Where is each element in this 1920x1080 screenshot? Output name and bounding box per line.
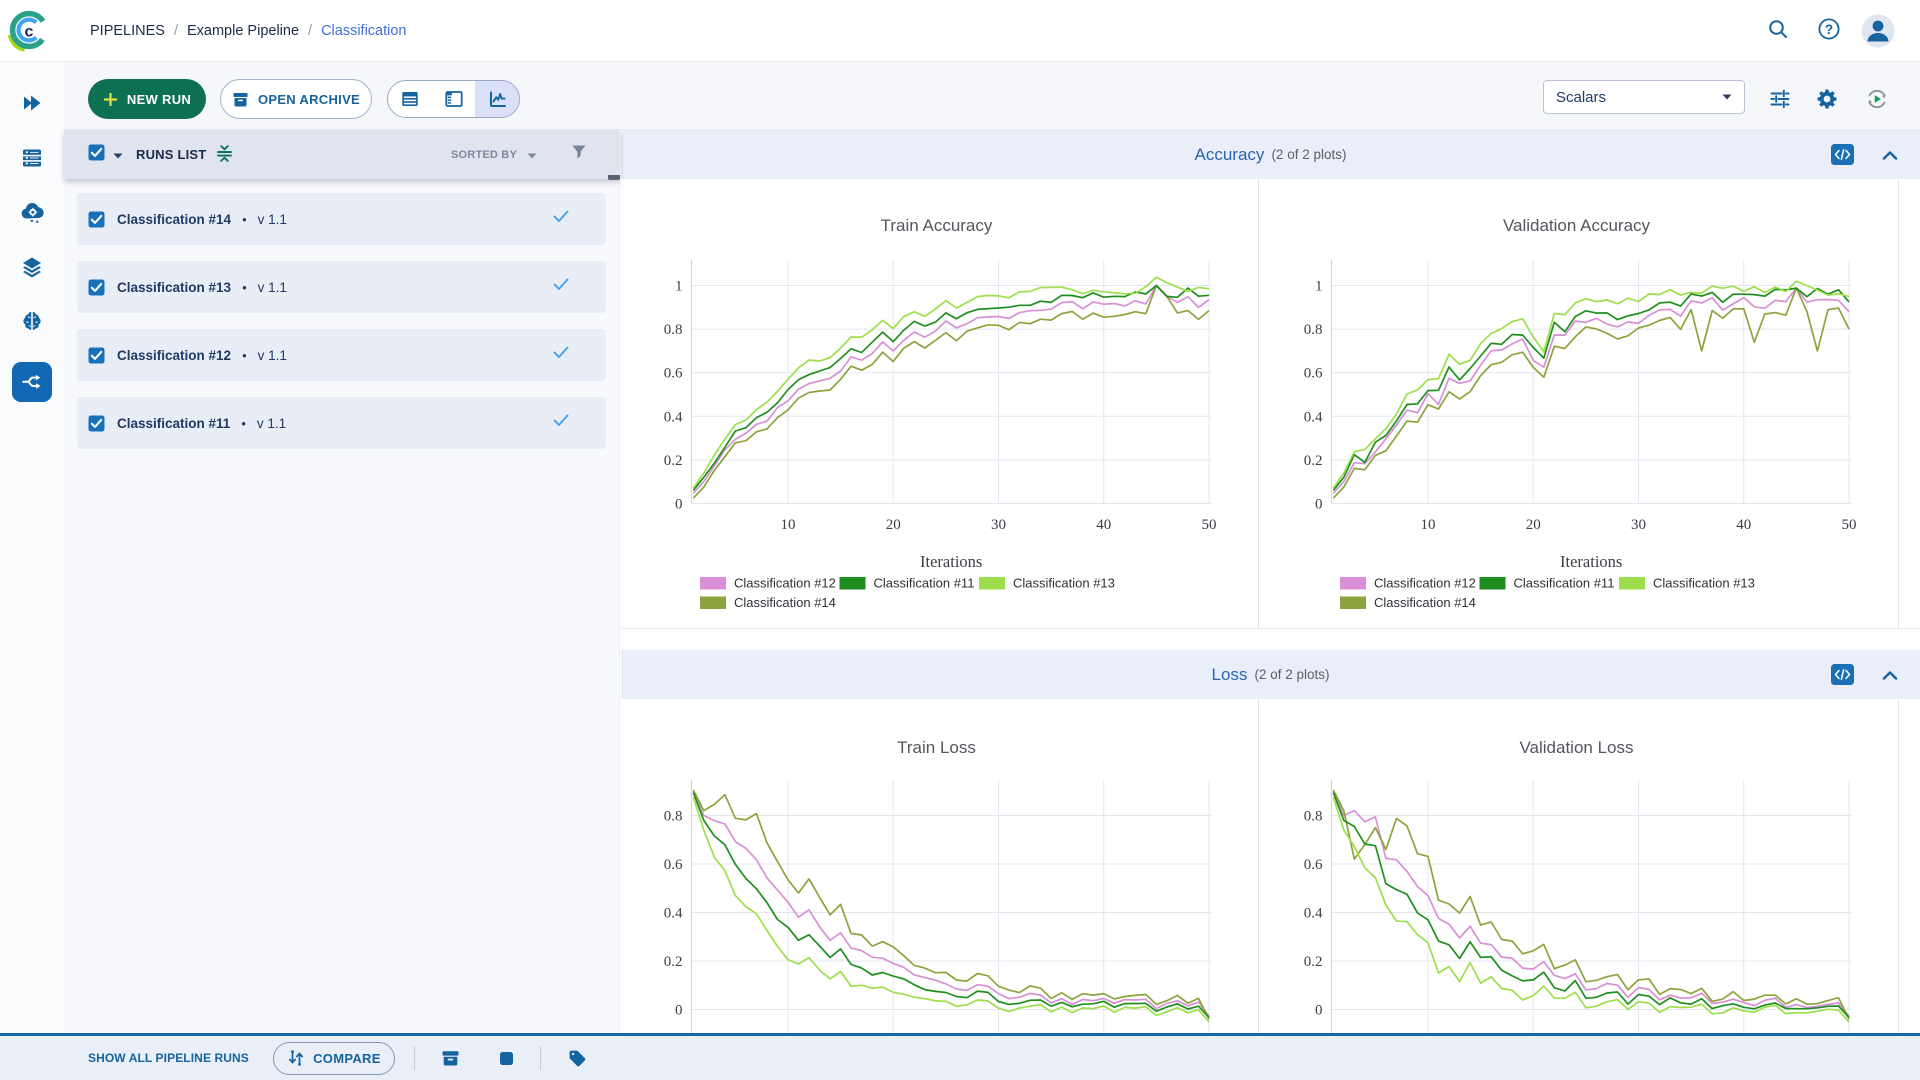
svg-text:0.6: 0.6 [1304, 857, 1323, 873]
svg-text:Validation Loss: Validation Loss [1519, 738, 1633, 757]
svg-text:Classification #12: Classification #12 [734, 576, 836, 591]
svg-text:Classification #13: Classification #13 [1653, 576, 1755, 591]
svg-text:Iterations: Iterations [1560, 552, 1622, 571]
svg-text:0.8: 0.8 [664, 322, 683, 338]
svg-text:0.4: 0.4 [664, 409, 683, 425]
svg-text:1: 1 [675, 279, 683, 295]
svg-text:0.2: 0.2 [1304, 954, 1323, 970]
svg-text:0.2: 0.2 [1304, 453, 1323, 469]
svg-text:0: 0 [675, 497, 683, 513]
svg-text:10: 10 [781, 517, 796, 533]
svg-text:Train Loss: Train Loss [897, 738, 976, 757]
svg-text:0.4: 0.4 [664, 906, 683, 922]
svg-text:0.6: 0.6 [664, 366, 683, 382]
svg-text:10: 10 [1421, 517, 1436, 533]
svg-text:50: 50 [1202, 517, 1217, 533]
svg-text:0.8: 0.8 [664, 809, 683, 825]
svg-text:Classification #12: Classification #12 [1374, 576, 1476, 591]
svg-text:0.6: 0.6 [1304, 366, 1323, 382]
svg-text:0.8: 0.8 [1304, 809, 1323, 825]
svg-text:Iterations: Iterations [920, 552, 982, 571]
svg-text:30: 30 [991, 517, 1006, 533]
svg-text:Train Accuracy: Train Accuracy [881, 216, 993, 235]
svg-text:0.4: 0.4 [1304, 906, 1323, 922]
svg-text:0.6: 0.6 [664, 857, 683, 873]
svg-text:0.2: 0.2 [664, 954, 683, 970]
svg-text:40: 40 [1096, 517, 1111, 533]
svg-text:1: 1 [1315, 279, 1323, 295]
svg-text:40: 40 [1736, 517, 1751, 533]
svg-text:20: 20 [1526, 517, 1541, 533]
svg-text:0: 0 [1315, 497, 1323, 513]
svg-text:c: c [25, 24, 34, 41]
svg-text:Classification #11: Classification #11 [874, 576, 975, 591]
svg-text:50: 50 [1842, 517, 1857, 533]
svg-text:0.2: 0.2 [664, 453, 683, 469]
svg-text:Validation Accuracy: Validation Accuracy [1503, 216, 1651, 235]
svg-text:30: 30 [1631, 517, 1646, 533]
svg-text:Classification #13: Classification #13 [1013, 576, 1115, 591]
svg-text:0.4: 0.4 [1304, 409, 1323, 425]
svg-text:0: 0 [675, 1003, 683, 1019]
svg-text:0: 0 [1315, 1003, 1323, 1019]
svg-text:Classification #14: Classification #14 [1374, 595, 1476, 610]
svg-text:0.8: 0.8 [1304, 322, 1323, 338]
svg-text:Classification #14: Classification #14 [734, 595, 836, 610]
svg-text:20: 20 [886, 517, 901, 533]
svg-text:Classification #11: Classification #11 [1514, 576, 1615, 591]
svg-text:?: ? [1825, 21, 1833, 36]
